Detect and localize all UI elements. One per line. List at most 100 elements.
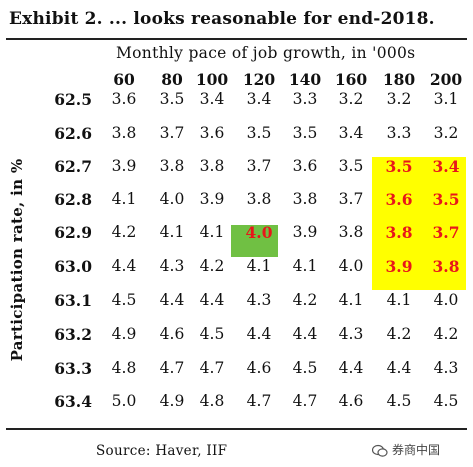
table-cell: 3.2: [338, 90, 364, 108]
table-cell: 4.4: [386, 359, 412, 377]
table-cell: 4.2: [111, 223, 137, 241]
row-header: 63.2: [54, 325, 92, 344]
table-cell: 4.5: [111, 291, 137, 309]
table-cell: 3.6: [385, 190, 413, 209]
watermark: 券商中国: [372, 441, 440, 458]
wechat-icon: [372, 444, 388, 457]
table-cell: 4.1: [111, 190, 137, 208]
table-cell: 3.7: [432, 223, 460, 242]
table-cell: 3.8: [111, 124, 137, 142]
table-cell: 5.0: [111, 392, 137, 410]
table-cell: 3.7: [159, 124, 185, 142]
yellow-highlight-block: [372, 157, 466, 290]
table-cell: 4.5: [199, 325, 225, 343]
row-header: 63.4: [54, 392, 92, 411]
column-header: 80: [161, 70, 183, 89]
table-cell: 4.6: [246, 359, 272, 377]
table-cell: 4.3: [246, 291, 272, 309]
table-cell: 4.9: [159, 392, 185, 410]
table-cell: 4.3: [159, 257, 185, 275]
table-cell: 3.7: [338, 190, 364, 208]
table-cell: 3.4: [246, 90, 272, 108]
top-rule: [6, 38, 467, 40]
table-cell: 4.2: [433, 325, 459, 343]
table-cell: 4.2: [292, 291, 318, 309]
source-note: Source: Haver, IIF: [96, 443, 228, 459]
table-cell: 4.7: [199, 359, 225, 377]
table-cell: 4.0: [433, 291, 459, 309]
row-axis-label: Participation rate, in %: [8, 158, 26, 362]
table-cell: 4.9: [111, 325, 137, 343]
table-cell: 4.8: [199, 392, 225, 410]
column-header: 160: [334, 70, 368, 89]
table-cell: 4.1: [159, 223, 185, 241]
table-cell: 4.0: [159, 190, 185, 208]
table-cell: 3.4: [338, 124, 364, 142]
table-cell: 4.0: [245, 223, 273, 242]
table-cell: 4.3: [433, 359, 459, 377]
table-cell: 3.3: [386, 124, 412, 142]
table-cell: 3.5: [246, 124, 272, 142]
column-header: 200: [429, 70, 463, 89]
table-cell: 4.7: [246, 392, 272, 410]
table-cell: 4.1: [386, 291, 412, 309]
row-header: 62.9: [54, 223, 92, 242]
table-cell: 3.8: [338, 223, 364, 241]
table-cell: 4.7: [292, 392, 318, 410]
table-cell: 4.1: [338, 291, 364, 309]
table-cell: 3.2: [386, 90, 412, 108]
table-cell: 3.4: [432, 157, 460, 176]
table-cell: 3.4: [199, 90, 225, 108]
table-cell: 3.8: [385, 223, 413, 242]
row-header: 62.8: [54, 190, 92, 209]
table-cell: 3.9: [199, 190, 225, 208]
table-cell: 4.4: [199, 291, 225, 309]
table-cell: 3.9: [385, 257, 413, 276]
table-cell: 4.2: [386, 325, 412, 343]
table-cell: 3.9: [292, 223, 318, 241]
table-cell: 4.1: [199, 223, 225, 241]
table-cell: 3.5: [432, 190, 460, 209]
row-header: 63.1: [54, 291, 92, 310]
table-cell: 4.4: [338, 359, 364, 377]
column-header: 120: [242, 70, 276, 89]
table-cell: 3.8: [246, 190, 272, 208]
exhibit-title: Exhibit 2. ... looks reasonable for end-…: [9, 9, 435, 29]
table-cell: 4.2: [199, 257, 225, 275]
table-cell: 4.4: [246, 325, 272, 343]
table-cell: 4.5: [292, 359, 318, 377]
table-cell: 4.6: [338, 392, 364, 410]
row-header: 63.0: [54, 257, 92, 276]
table-cell: 3.6: [292, 157, 318, 175]
row-header: 62.6: [54, 124, 92, 143]
table-cell: 4.4: [159, 291, 185, 309]
table-cell: 4.8: [111, 359, 137, 377]
bottom-rule: [6, 428, 467, 430]
column-axis-label: Monthly pace of job growth, in '000s: [116, 44, 416, 62]
table-cell: 3.8: [199, 157, 225, 175]
table-cell: 4.1: [246, 257, 272, 275]
column-header: 60: [113, 70, 135, 89]
table-cell: 3.9: [111, 157, 137, 175]
row-header: 62.5: [54, 90, 92, 109]
table-cell: 3.5: [338, 157, 364, 175]
row-header: 63.3: [54, 359, 92, 378]
table-cell: 3.6: [111, 90, 137, 108]
watermark-text: 券商中国: [392, 443, 441, 457]
table-cell: 4.6: [159, 325, 185, 343]
table-cell: 4.4: [111, 257, 137, 275]
table-cell: 3.2: [433, 124, 459, 142]
table-cell: 3.5: [385, 157, 413, 176]
table-cell: 3.7: [246, 157, 272, 175]
table-cell: 3.6: [199, 124, 225, 142]
table-cell: 4.5: [386, 392, 412, 410]
table-cell: 3.8: [292, 190, 318, 208]
table-cell: 3.5: [159, 90, 185, 108]
table-cell: 3.8: [159, 157, 185, 175]
table-cell: 3.5: [292, 124, 318, 142]
table-cell: 4.0: [338, 257, 364, 275]
column-header: 100: [195, 70, 229, 89]
column-header: 180: [382, 70, 416, 89]
table-cell: 4.7: [159, 359, 185, 377]
table-cell: 3.1: [433, 90, 459, 108]
